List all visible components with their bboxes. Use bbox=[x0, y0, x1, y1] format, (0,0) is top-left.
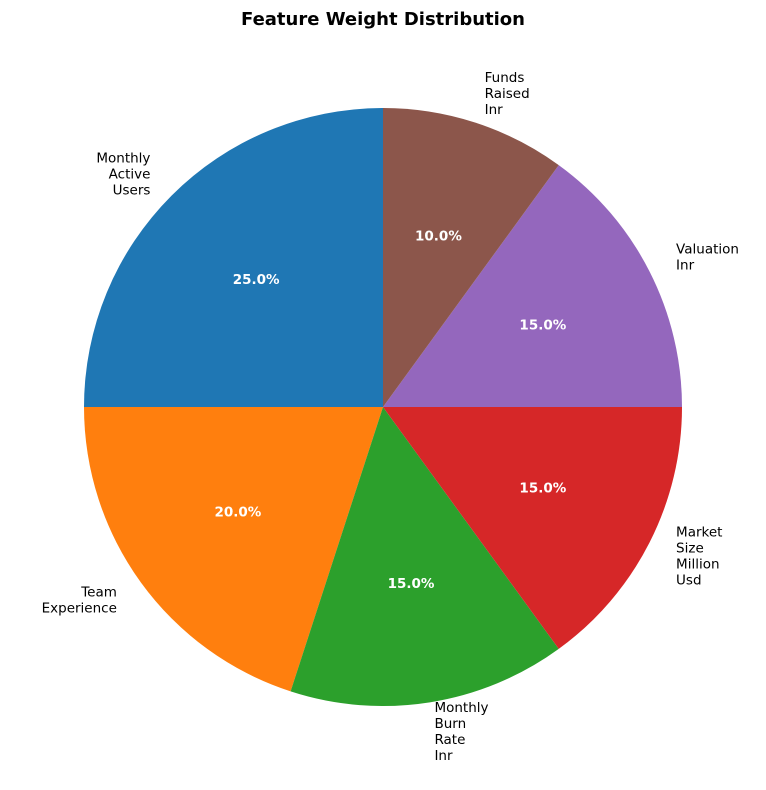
pie-percent-label-market-size-million-usd: 15.0% bbox=[519, 480, 566, 496]
pie-percent-label-monthly-active-users: 25.0% bbox=[233, 272, 280, 288]
pie-slice-monthly-active-users bbox=[84, 108, 383, 407]
pie-slice-market-size-million-usd bbox=[383, 407, 682, 649]
pie-slices bbox=[84, 108, 682, 707]
pie-percent-label-monthly-burn-rate-inr: 15.0% bbox=[388, 576, 435, 592]
pie-percent-label-funds-raised-inr: 10.0% bbox=[415, 228, 462, 244]
pie-slice-label-team-experience: Team Experience bbox=[42, 584, 117, 616]
pie-slice-label-monthly-active-users: Monthly Active Users bbox=[96, 150, 150, 198]
pie-slice-team-experience bbox=[84, 407, 383, 692]
pie-percent-label-team-experience: 20.0% bbox=[214, 504, 261, 520]
pie-slice-funds-raised-inr bbox=[383, 108, 559, 407]
pie-percent-labels: 25.0% 20.0% 15.0% 15.0% 15.0% 10.0% bbox=[214, 228, 566, 592]
chart-title: Feature Weight Distribution bbox=[241, 9, 525, 30]
pie-percent-label-valuation-inr: 15.0% bbox=[519, 318, 566, 334]
pie-slice-labels: Monthly Active Users Team Experience Monthly B… bbox=[42, 70, 739, 764]
pie-slice-label-market-size-million-usd: Market Size Million Usd bbox=[676, 524, 722, 588]
pie-slice-monthly-burn-rate-inr bbox=[290, 407, 559, 707]
pie-slice-label-valuation-inr: Valuation Inr bbox=[676, 242, 739, 274]
pie-slice-label-monthly-burn-rate-inr: Monthly Burn Rate Inr bbox=[434, 700, 488, 764]
pie-slice-valuation-inr bbox=[383, 165, 682, 407]
pie-slice-label-funds-raised-inr: Funds Raised Inr bbox=[485, 70, 530, 118]
